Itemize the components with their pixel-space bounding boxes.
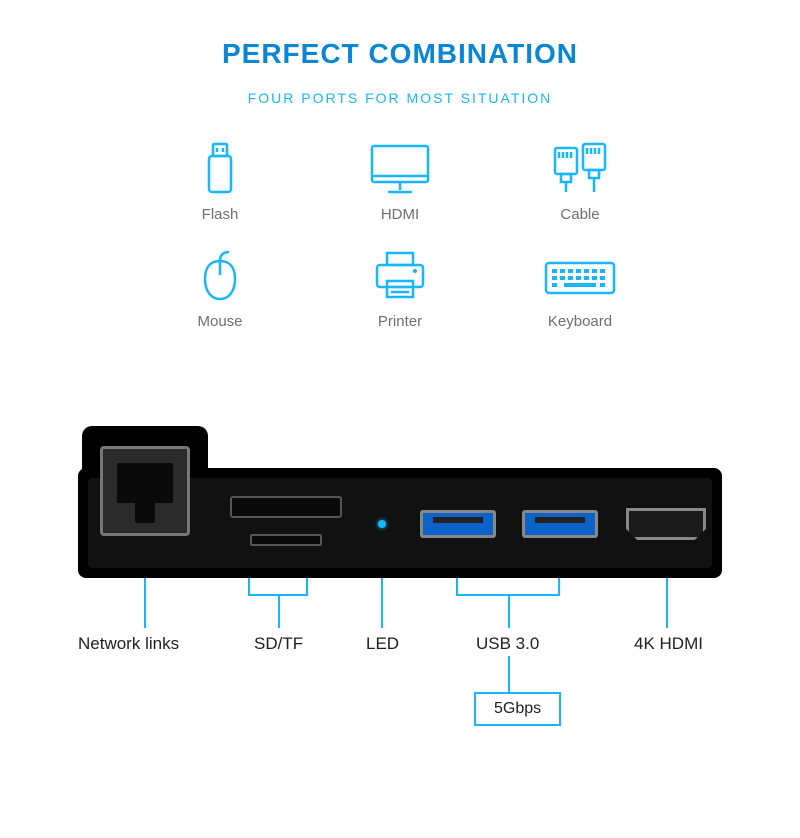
led-indicator (378, 520, 386, 528)
device-flash: Flash (130, 142, 310, 223)
device-label: Keyboard (548, 313, 612, 330)
device-printer: Printer (310, 249, 490, 330)
keyboard-icon (542, 249, 618, 303)
device-label: HDMI (381, 206, 419, 223)
hdmi-label: 4K HDMI (634, 634, 703, 654)
sdtf-label: SD/TF (254, 634, 303, 654)
mouse-icon (195, 249, 245, 303)
callout-layer: Network links SD/TF LED USB 3.0 5Gbps 4K… (78, 578, 722, 798)
usb-flash-icon (195, 142, 245, 196)
tf-slot (250, 534, 322, 546)
device-label: Printer (378, 313, 422, 330)
ethernet-label: Network links (78, 634, 179, 654)
callout-bracket (248, 578, 308, 596)
device-cable: Cable (490, 142, 670, 223)
usb-port-1 (420, 510, 496, 538)
callout-line (508, 596, 510, 628)
usb-label: USB 3.0 (476, 634, 539, 654)
device-keyboard: Keyboard (490, 249, 670, 330)
printer-icon (371, 249, 429, 303)
device-mouse: Mouse (130, 249, 310, 330)
callout-line (278, 596, 280, 628)
device-hdmi: HDMI (310, 142, 490, 223)
device-label: Flash (202, 206, 239, 223)
led-label: LED (366, 634, 399, 654)
hub-diagram (78, 426, 722, 578)
page-subtitle: FOUR PORTS FOR MOST SITUATION (0, 90, 800, 106)
page-title: PERFECT COMBINATION (0, 38, 800, 70)
callout-line (144, 578, 146, 628)
hub-body (78, 468, 722, 578)
ethernet-port (100, 446, 190, 536)
sd-slot (230, 496, 342, 518)
device-label: Mouse (197, 313, 242, 330)
device-icon-grid: Flash HDMI (0, 142, 800, 330)
usb-port-2 (522, 510, 598, 538)
monitor-icon (368, 142, 432, 196)
hdmi-port (626, 508, 706, 540)
callout-line (508, 656, 510, 692)
usb-speed-badge: 5Gbps (474, 692, 561, 726)
callout-bracket (456, 578, 560, 596)
callout-line (666, 578, 668, 628)
callout-line (381, 578, 383, 628)
device-label: Cable (560, 206, 599, 223)
ethernet-cable-icon (549, 142, 611, 196)
